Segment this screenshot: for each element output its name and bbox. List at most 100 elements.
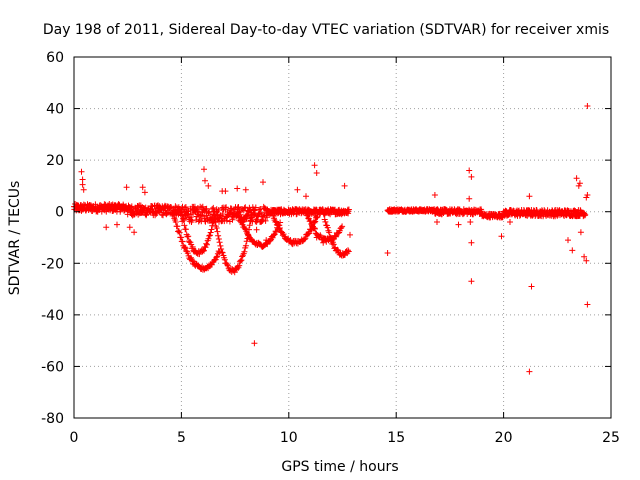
data-point	[170, 211, 177, 218]
data-point	[569, 247, 576, 254]
y-tick-label: -80	[41, 411, 64, 427]
data-point	[131, 229, 138, 236]
data-point	[468, 173, 475, 180]
axis-ticks	[73, 56, 612, 419]
data-point	[231, 269, 238, 276]
grid	[74, 57, 611, 418]
chart-title: Day 198 of 2011, Sidereal Day-to-day VTE…	[43, 22, 609, 38]
data-point	[325, 227, 332, 234]
data-point	[238, 257, 245, 264]
data-point	[228, 205, 235, 212]
data-point	[223, 204, 230, 211]
data-point	[128, 203, 135, 210]
data-point	[196, 208, 203, 215]
data-point	[229, 216, 236, 223]
data-point	[243, 238, 250, 245]
data-point	[212, 219, 219, 226]
data-point	[260, 179, 266, 186]
data-point	[345, 248, 352, 255]
data-point	[207, 229, 214, 236]
y-tick-label: -20	[41, 256, 64, 272]
data-point	[584, 301, 591, 308]
data-point	[320, 239, 327, 246]
x-tick-label: 5	[177, 430, 186, 446]
data-point	[246, 222, 253, 229]
data-point	[114, 221, 120, 228]
data-point	[126, 224, 133, 231]
x-tick-label: 25	[602, 430, 620, 446]
data-point	[322, 218, 329, 225]
data-point	[384, 250, 391, 256]
data-point	[466, 167, 473, 174]
data-point	[301, 236, 308, 243]
data-point	[583, 194, 590, 201]
data-point	[313, 214, 320, 221]
data-point	[180, 217, 187, 224]
data-point	[334, 246, 341, 253]
data-point	[174, 223, 181, 230]
data-point	[264, 214, 271, 221]
data-point	[184, 250, 191, 257]
y-tick-label: -40	[41, 308, 64, 324]
data-point	[201, 166, 207, 173]
data-point	[311, 225, 318, 231]
data-point	[213, 254, 220, 261]
data-point	[205, 182, 212, 189]
data-point	[249, 212, 255, 219]
plot-frame	[73, 56, 612, 419]
data-point	[276, 225, 283, 231]
data-point	[554, 212, 561, 219]
data-point	[507, 219, 513, 225]
data-point	[185, 233, 192, 240]
data-point	[241, 225, 248, 232]
data-point	[208, 226, 215, 233]
data-point	[581, 253, 588, 260]
data-point	[431, 192, 438, 198]
data-point	[213, 225, 220, 231]
y-tick-label: 40	[46, 102, 64, 118]
y-tick-label: 20	[46, 153, 64, 169]
data-point	[468, 278, 475, 285]
data-point	[565, 237, 571, 244]
data-point	[455, 221, 462, 228]
data-point	[312, 218, 319, 225]
data-point	[103, 224, 110, 231]
data-point	[315, 209, 322, 216]
data-point	[526, 193, 533, 200]
data-point	[302, 235, 309, 242]
y-tick-label: -60	[41, 359, 64, 375]
data-point	[141, 189, 148, 196]
data-point	[206, 232, 213, 239]
data-point	[582, 211, 589, 218]
data-point	[218, 246, 225, 252]
data-point	[304, 212, 311, 219]
data-point	[181, 244, 188, 251]
data-point	[526, 368, 533, 375]
data-point	[222, 188, 229, 195]
data-point	[79, 176, 86, 183]
data-point	[242, 242, 249, 249]
data-point	[219, 211, 226, 217]
data-point	[253, 226, 260, 233]
data-point	[262, 217, 269, 224]
data-point	[308, 221, 315, 227]
data-point	[313, 170, 320, 176]
data-point	[255, 239, 262, 246]
data-point	[181, 204, 188, 211]
data-point	[189, 243, 196, 250]
data-point	[345, 247, 351, 254]
data-point	[241, 248, 248, 255]
data-point	[269, 210, 276, 217]
data-point	[80, 186, 87, 193]
data-point	[467, 219, 474, 225]
data-point	[320, 211, 327, 218]
x-tick-labels: 0 5 10 15 20 25	[70, 430, 620, 446]
data-point	[576, 180, 583, 187]
x-tick-label: 10	[280, 430, 298, 446]
data-point	[176, 229, 183, 236]
data-point	[181, 222, 188, 229]
data-point	[307, 217, 314, 224]
data-point	[326, 229, 333, 236]
data-point	[303, 193, 309, 200]
data-point	[179, 238, 186, 245]
